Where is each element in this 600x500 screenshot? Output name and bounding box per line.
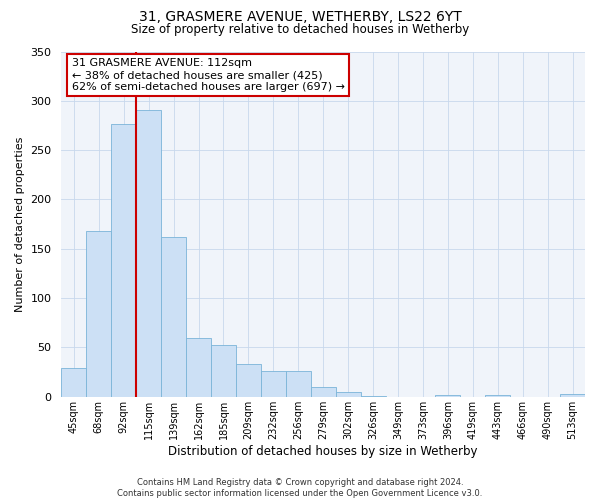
Bar: [86, 231, 111, 397]
Bar: [361, 396, 386, 397]
Bar: [161, 237, 186, 397]
Text: Contains HM Land Registry data © Crown copyright and database right 2024.
Contai: Contains HM Land Registry data © Crown c…: [118, 478, 482, 498]
Bar: [211, 346, 236, 397]
Bar: [136, 110, 161, 397]
Bar: [61, 368, 86, 397]
Bar: [560, 394, 585, 397]
Text: Size of property relative to detached houses in Wetherby: Size of property relative to detached ho…: [131, 22, 469, 36]
Text: 31, GRASMERE AVENUE, WETHERBY, LS22 6YT: 31, GRASMERE AVENUE, WETHERBY, LS22 6YT: [139, 10, 461, 24]
Bar: [261, 371, 286, 397]
Bar: [186, 338, 211, 397]
Bar: [436, 395, 460, 397]
Text: 31 GRASMERE AVENUE: 112sqm
← 38% of detached houses are smaller (425)
62% of sem: 31 GRASMERE AVENUE: 112sqm ← 38% of deta…: [72, 58, 345, 92]
Bar: [335, 392, 361, 397]
Bar: [236, 364, 261, 397]
Bar: [286, 371, 311, 397]
Bar: [111, 124, 136, 397]
X-axis label: Distribution of detached houses by size in Wetherby: Distribution of detached houses by size …: [169, 444, 478, 458]
Bar: [311, 387, 335, 397]
Y-axis label: Number of detached properties: Number of detached properties: [15, 136, 25, 312]
Bar: [485, 395, 510, 397]
